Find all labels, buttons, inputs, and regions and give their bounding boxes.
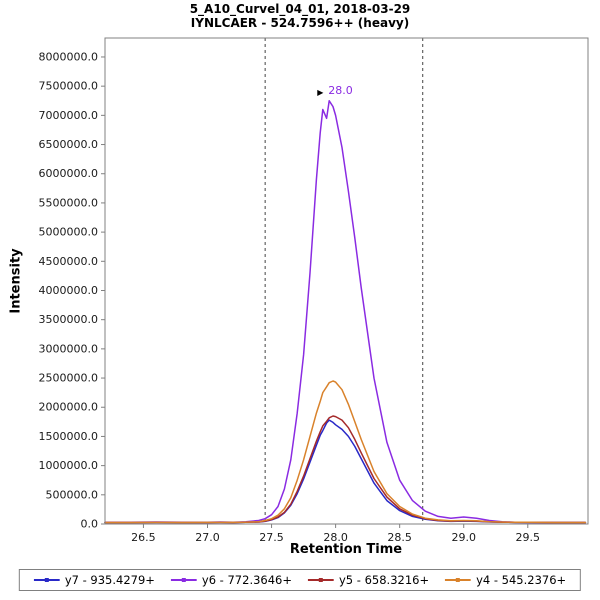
legend-line-swatch <box>445 578 472 582</box>
series-line <box>104 419 587 524</box>
y-tick-label: 2000000.0 <box>39 401 99 414</box>
chart-title: 5_A10_Curvel_04_01, 2018-03-29 IYNLCAER … <box>0 2 600 31</box>
y-tick-label: 0.0 <box>81 518 99 531</box>
y-tick-label: 3000000.0 <box>39 342 99 355</box>
peak-arrow-icon: ▶ <box>317 88 324 97</box>
y-tick-label: 1500000.0 <box>39 430 99 443</box>
legend-label: y4 - 545.2376+ <box>476 573 567 587</box>
chart-title-line1: 5_A10_Curvel_04_01, 2018-03-29 <box>189 2 411 16</box>
legend-item: y5 - 658.3216+ <box>308 573 429 587</box>
y-tick-label: 1000000.0 <box>39 459 99 472</box>
x-tick-label: 28.0 <box>323 531 348 544</box>
y-tick-label: 8000000.0 <box>39 50 99 63</box>
y-tick-label: 6000000.0 <box>39 167 99 180</box>
y-tick-label: 4500000.0 <box>39 255 99 268</box>
series-line <box>104 100 587 524</box>
x-tick-label: 28.5 <box>387 531 412 544</box>
y-axis-title: Intensity <box>8 248 24 314</box>
legend-item: y4 - 545.2376+ <box>445 573 566 587</box>
peak-annotation-label: 28.0 <box>328 84 353 97</box>
x-tick-label: 29.5 <box>516 531 541 544</box>
legend-label: y6 - 772.3646+ <box>201 573 292 587</box>
y-tick-label: 5000000.0 <box>39 226 99 239</box>
y-tick-label: 7500000.0 <box>39 80 99 93</box>
x-tick-label: 27.5 <box>259 531 284 544</box>
legend-line-swatch <box>33 578 60 582</box>
x-axis: 26.5 27.0 27.5 28.0 28.5 29.0 29.5 <box>131 524 540 544</box>
x-tick-label: 27.0 <box>195 531 220 544</box>
legend-item: y6 - 772.3646+ <box>170 573 292 587</box>
x-axis-title: Retention Time <box>289 542 403 557</box>
legend-box: y7 - 935.4279+ y6 - 772.3646+ y5 - 658.321… <box>18 569 582 591</box>
y-tick-label: 5500000.0 <box>39 196 99 209</box>
chromatogram-plot: 0.0 500000.0 1000000.0 1500000.0 2000000.0 25… <box>39 37 589 544</box>
y-tick-label: 500000.0 <box>46 488 99 501</box>
plot-frame <box>104 37 589 525</box>
series-line <box>104 380 587 524</box>
y-tick-label: 4000000.0 <box>39 284 99 297</box>
integration-boundaries <box>264 38 424 524</box>
legend-label: y7 - 935.4279+ <box>64 573 155 587</box>
peak-annotation[interactable]: ▶ 28.0 <box>317 84 353 97</box>
x-tick-label: 26.5 <box>131 531 156 544</box>
y-tick-label: 6500000.0 <box>39 138 99 151</box>
x-tick-label: 29.0 <box>451 531 476 544</box>
chart-title-line2: IYNLCAER - 524.7596++ (heavy) <box>190 15 410 30</box>
y-tick-label: 7000000.0 <box>39 109 99 122</box>
legend-line-swatch <box>170 578 197 582</box>
legend-label: y5 - 658.3216+ <box>339 573 430 587</box>
y-tick-label: 3500000.0 <box>39 313 99 326</box>
y-tick-label: 2500000.0 <box>39 372 99 385</box>
legend-item: y7 - 935.4279+ <box>33 573 155 587</box>
legend-line-swatch <box>308 578 334 582</box>
y-axis: 0.0 500000.0 1000000.0 1500000.0 2000000.0 25… <box>39 50 105 531</box>
series-lines <box>104 100 587 524</box>
